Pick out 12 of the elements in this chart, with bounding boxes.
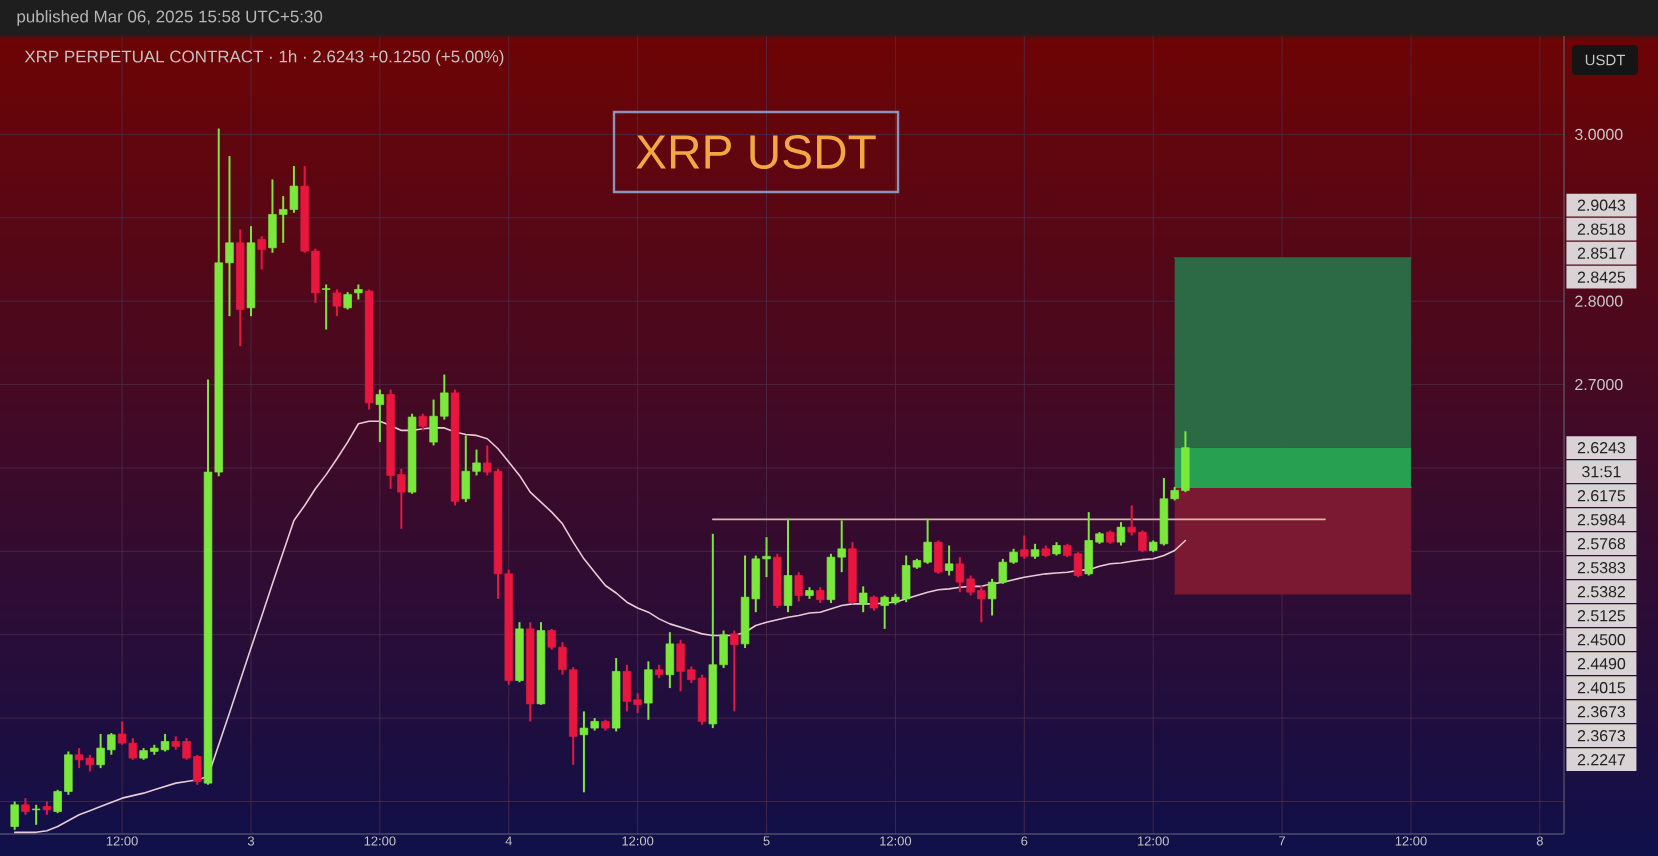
text: XRP PERPETUAL CONTRACT · 1h · 2.6243 +0.1250 (+5.00%) (24, 50, 504, 66)
candlestick (858, 585, 868, 614)
candlestick (1020, 534, 1029, 560)
candlestick (944, 544, 954, 577)
candlestick (1030, 542, 1040, 560)
text: XRP USDT (636, 135, 876, 169)
candlestick (321, 283, 331, 331)
text: published Mar 06, 2025 15:58 UTC+5:30 (17, 10, 323, 26)
candlestick (783, 517, 793, 614)
candlestick (1106, 529, 1115, 545)
candlestick (601, 718, 610, 732)
candlestick (31, 803, 41, 826)
